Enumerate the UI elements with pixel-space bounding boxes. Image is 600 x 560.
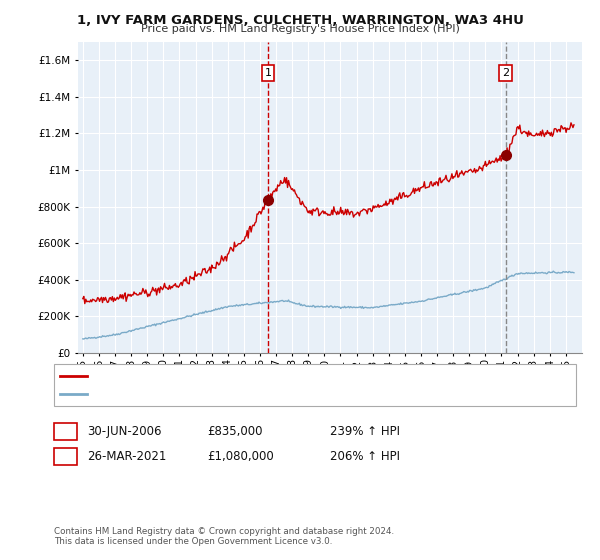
Text: 30-JUN-2006: 30-JUN-2006 [87, 424, 161, 438]
Text: 239% ↑ HPI: 239% ↑ HPI [330, 424, 400, 438]
Text: 206% ↑ HPI: 206% ↑ HPI [330, 450, 400, 463]
Text: 1: 1 [62, 424, 69, 438]
Text: 1, IVY FARM GARDENS, CULCHETH, WARRINGTON, WA3 4HU (detached house): 1, IVY FARM GARDENS, CULCHETH, WARRINGTO… [96, 371, 487, 381]
Text: £835,000: £835,000 [207, 424, 263, 438]
Text: HPI: Average price, detached house, Warrington: HPI: Average price, detached house, Warr… [96, 389, 336, 399]
Text: 1: 1 [265, 68, 272, 78]
Text: Contains HM Land Registry data © Crown copyright and database right 2024.
This d: Contains HM Land Registry data © Crown c… [54, 526, 394, 546]
Text: 2: 2 [62, 450, 69, 463]
Text: 26-MAR-2021: 26-MAR-2021 [87, 450, 166, 463]
Text: 1, IVY FARM GARDENS, CULCHETH, WARRINGTON, WA3 4HU: 1, IVY FARM GARDENS, CULCHETH, WARRINGTO… [77, 14, 523, 27]
Text: £1,080,000: £1,080,000 [207, 450, 274, 463]
Text: Price paid vs. HM Land Registry's House Price Index (HPI): Price paid vs. HM Land Registry's House … [140, 24, 460, 34]
Text: 2: 2 [502, 68, 509, 78]
